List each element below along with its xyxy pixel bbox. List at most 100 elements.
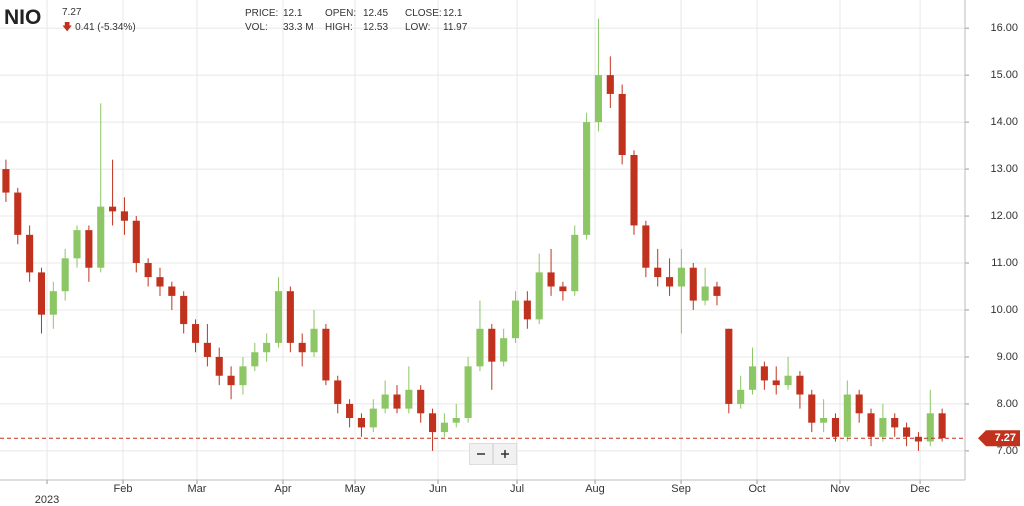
candle-body bbox=[239, 366, 247, 386]
stat-value: 12.1 bbox=[283, 8, 303, 19]
x-tick-label: Dec bbox=[910, 483, 930, 495]
zoom-in-button[interactable] bbox=[493, 443, 517, 465]
candle-body bbox=[725, 328, 733, 404]
candle-body bbox=[630, 154, 638, 226]
y-tick-label: 16.00 bbox=[990, 22, 1018, 34]
candle-body bbox=[500, 338, 508, 362]
y-tick-label: 10.00 bbox=[990, 304, 1018, 316]
stat-value: 11.97 bbox=[443, 22, 468, 33]
stat-label: VOL: bbox=[245, 22, 268, 33]
candle-body bbox=[286, 291, 294, 343]
y-tick-label: 13.00 bbox=[990, 163, 1018, 175]
candle-body bbox=[891, 418, 899, 428]
candle-body bbox=[701, 286, 709, 301]
stat-value: 12.45 bbox=[363, 8, 389, 19]
candle-body bbox=[263, 342, 271, 353]
y-tick-label: 9.00 bbox=[997, 351, 1018, 363]
symbol: NIO bbox=[4, 6, 42, 29]
candle-body bbox=[298, 342, 306, 353]
candle-body bbox=[831, 418, 840, 437]
stat-label: PRICE: bbox=[245, 8, 279, 19]
candle-body bbox=[654, 267, 662, 278]
candle-body bbox=[547, 272, 555, 287]
candle-body bbox=[867, 413, 875, 437]
stat-value: 12.1 bbox=[443, 8, 463, 19]
x-tick-label: Jul bbox=[510, 483, 524, 495]
x-tick-label: Oct bbox=[748, 483, 765, 495]
candle-body bbox=[381, 394, 389, 409]
candle-body bbox=[571, 234, 579, 292]
candle-body bbox=[535, 272, 543, 320]
candle-body bbox=[772, 380, 780, 386]
zoom-out-icon bbox=[477, 453, 485, 455]
candle-body bbox=[784, 375, 792, 386]
x-tick-label: Nov bbox=[830, 483, 850, 495]
candle-body bbox=[618, 93, 626, 155]
candle-body bbox=[428, 413, 437, 433]
candle-body bbox=[97, 206, 105, 268]
candle-body bbox=[606, 75, 614, 94]
candle-body bbox=[677, 267, 685, 287]
candle-body bbox=[488, 328, 496, 362]
x-tick-label: 2023 bbox=[35, 494, 59, 506]
candle-body bbox=[796, 375, 804, 395]
stat-label: HIGH: bbox=[325, 22, 353, 33]
candle-body bbox=[748, 366, 757, 390]
candle-body bbox=[440, 422, 448, 433]
candle-body bbox=[26, 234, 34, 273]
x-tick-label: Apr bbox=[274, 483, 291, 495]
candle-body bbox=[346, 403, 354, 419]
candle-body bbox=[843, 394, 851, 437]
y-tick-label: 15.00 bbox=[990, 69, 1018, 81]
candle-body bbox=[215, 356, 223, 376]
candle-body bbox=[405, 389, 413, 409]
candle-body bbox=[132, 220, 140, 264]
candle-body bbox=[49, 291, 57, 315]
candle-body bbox=[583, 122, 591, 235]
candle-body bbox=[808, 394, 816, 423]
y-tick-label: 12.00 bbox=[990, 210, 1018, 222]
candle-body bbox=[274, 291, 283, 343]
candle-body bbox=[642, 225, 650, 268]
candle-body bbox=[594, 75, 603, 123]
last-price-label: 7.27 bbox=[995, 432, 1016, 444]
candle-body bbox=[476, 328, 484, 367]
candle-body bbox=[227, 375, 235, 386]
candle-body bbox=[322, 328, 330, 381]
candle-body bbox=[191, 324, 200, 343]
candle-body bbox=[2, 169, 10, 193]
stat-value: 33.3 M bbox=[283, 22, 314, 33]
candle-body bbox=[914, 436, 922, 442]
candle-body bbox=[144, 263, 152, 278]
x-tick-label: Aug bbox=[585, 483, 605, 495]
candle-body bbox=[855, 394, 863, 414]
candle-body bbox=[168, 286, 176, 296]
x-tick-label: Jun bbox=[429, 483, 447, 495]
change-text: 0.41 (-5.34%) bbox=[75, 22, 136, 33]
candle-body bbox=[452, 418, 460, 423]
zoom-out-button[interactable] bbox=[469, 443, 493, 465]
last-price: 7.27 bbox=[62, 7, 82, 18]
x-tick-label: May bbox=[345, 483, 366, 495]
candle-body bbox=[73, 230, 81, 259]
candle-body bbox=[879, 418, 887, 437]
candle-body bbox=[180, 295, 188, 325]
y-tick-label: 7.00 bbox=[997, 445, 1018, 457]
candle-body bbox=[120, 211, 128, 221]
candle-body bbox=[559, 286, 567, 292]
stat-label: CLOSE: bbox=[405, 8, 442, 19]
last-price-tag bbox=[978, 430, 1020, 447]
candle-body bbox=[737, 389, 745, 404]
candle-body bbox=[523, 300, 531, 320]
candle-body bbox=[393, 394, 401, 409]
y-tick-label: 8.00 bbox=[997, 398, 1018, 410]
x-tick-label: Feb bbox=[114, 483, 133, 495]
y-tick-label: 14.00 bbox=[990, 116, 1018, 128]
x-tick-label: Sep bbox=[671, 483, 691, 495]
candle-body bbox=[369, 408, 377, 428]
candle-body bbox=[357, 418, 366, 428]
candle-body bbox=[689, 267, 697, 301]
candle-body bbox=[464, 366, 472, 419]
candle-body bbox=[310, 328, 318, 353]
candle-body bbox=[251, 352, 259, 367]
